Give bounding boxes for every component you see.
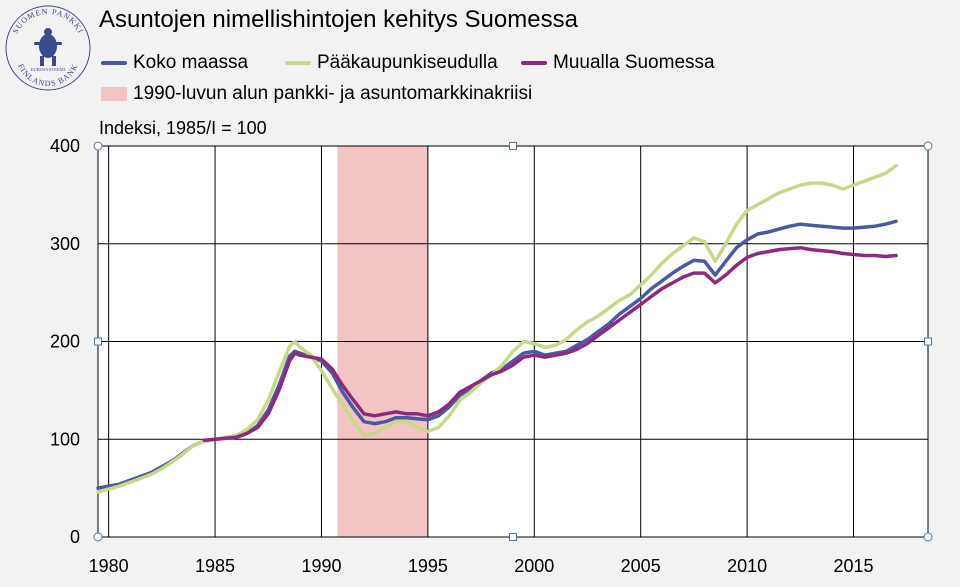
legend-item-koko-maassa: Koko maassa	[101, 52, 248, 74]
legend-swatch-paakaupunkiseudulla	[285, 61, 311, 65]
y-tick-label: 0	[70, 527, 80, 547]
legend-label: 1990-luvun alun pankki- ja asuntomarkkin…	[133, 83, 533, 104]
resize-handle-corner	[93, 532, 103, 542]
x-tick-label: 2015	[833, 556, 873, 576]
legend-label: Pääkaupunkiseudulla	[317, 52, 498, 73]
legend-item-paakaupunkiseudulla: Pääkaupunkiseudulla	[285, 52, 498, 74]
resize-handle-side	[509, 533, 517, 541]
resize-handle-corner	[923, 532, 933, 542]
x-tick-label: 2010	[727, 556, 767, 576]
legend-label: Koko maassa	[133, 52, 249, 73]
y-tick-label: 100	[50, 429, 80, 449]
resize-handle-side	[94, 337, 102, 346]
resize-handle-corner	[923, 141, 933, 151]
x-tick-label: 2000	[514, 556, 554, 576]
series-line-1	[96, 163, 898, 494]
index-note: Indeksi, 1985/I = 100	[99, 118, 267, 138]
y-tick-label: 400	[50, 136, 80, 156]
resize-handle-side	[509, 142, 517, 150]
logo-text-inner: EUROSYSTEEMI	[31, 67, 66, 72]
legend-item-muualla-suomessa: Muualla Suomessa	[521, 52, 715, 74]
x-tick-label: 1985	[195, 556, 235, 576]
resize-handle-side	[924, 337, 932, 346]
legend-swatch-muualla-suomessa	[521, 61, 547, 65]
x-tick-label: 1980	[89, 556, 129, 576]
suomen-pankki-seal-icon: SUOMEN PANKKI FINLANDS BANK EUROSYSTEEMI	[5, 5, 91, 91]
resize-handle-corner	[93, 141, 103, 151]
legend-label: Muualla Suomessa	[553, 52, 715, 73]
legend-item-crisis: 1990-luvun alun pankki- ja asuntomarkkin…	[101, 83, 532, 105]
x-tick-label: 1995	[408, 556, 448, 576]
x-tick-label: 2005	[621, 556, 661, 576]
series-line-2	[202, 245, 898, 442]
y-tick-label: 300	[50, 234, 80, 254]
chart-title: Asuntojen nimellishintojen kehitys Suome…	[99, 6, 578, 33]
legend-swatch-koko-maassa	[101, 61, 127, 65]
legend-swatch-crisis	[101, 87, 127, 101]
x-tick-label: 1990	[301, 556, 341, 576]
y-tick-label: 200	[50, 332, 80, 352]
